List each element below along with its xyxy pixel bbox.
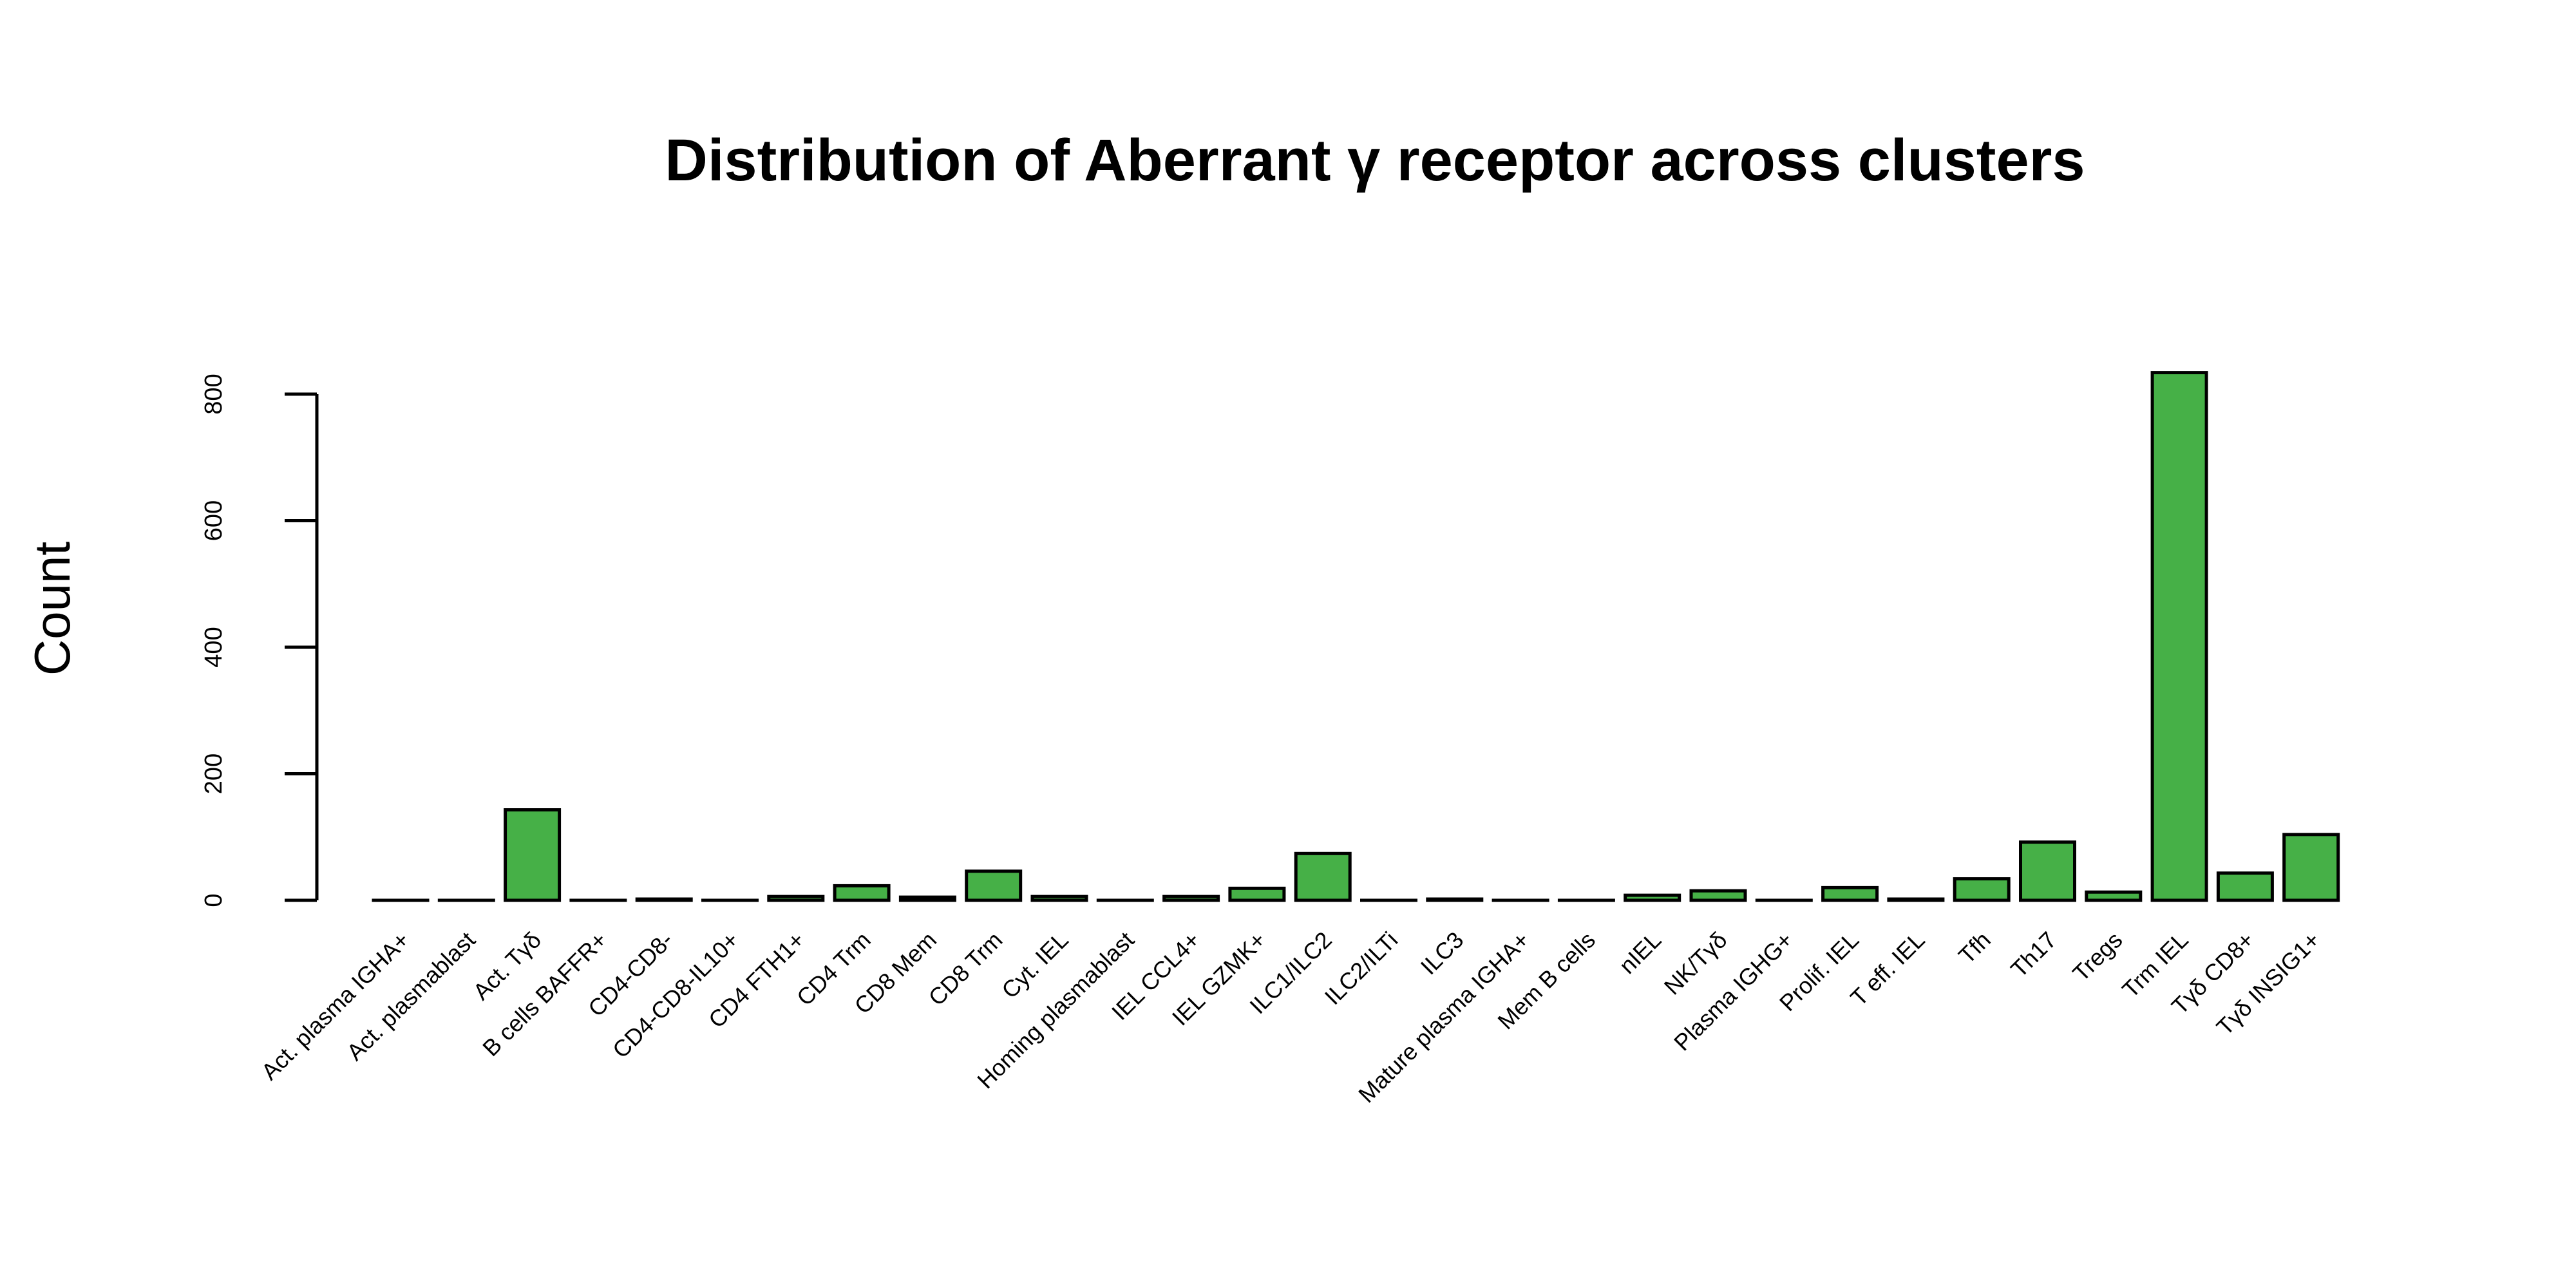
x-tick-label: CD8 Trm [923,927,1008,1011]
y-tick-label: 200 [200,753,227,794]
x-tick-label: Th17 [2005,927,2061,983]
y-axis: 0 200 400 600 800 [200,374,319,907]
bar [2282,833,2340,902]
bar [504,808,562,902]
bar [1294,851,1352,902]
y-tick-label: 600 [200,500,227,541]
bar [833,884,891,902]
bar [1821,886,1879,902]
bar [1228,886,1286,902]
bar [1030,895,1088,902]
bar [2150,371,2208,902]
bars [372,371,2340,902]
bar [635,897,693,902]
x-tick-label: nIEL [1614,927,1666,979]
bar [1953,877,2011,902]
y-tick-label: 400 [200,627,227,667]
bar [1162,895,1220,902]
bar [1624,893,1681,902]
y-tick-label: 800 [200,374,227,414]
y-axis-label: Count [24,542,80,676]
bar [965,869,1023,902]
bar [2216,871,2274,902]
x-tick-label: ILC2/ILTi [1320,927,1403,1010]
x-tick-label: ILC3 [1416,927,1469,980]
bar [1426,897,1484,902]
bar [898,895,956,902]
x-tick-label: Tregs [2067,927,2127,987]
bar [2019,840,2076,902]
bar [2085,890,2143,902]
bar [1887,897,1945,902]
chart-title: Distribution of Aberrant γ receptor acro… [665,128,2085,193]
x-tick-label: Plasma IGHG+ [1669,927,1798,1056]
bar [767,895,825,902]
bar [1689,889,1747,902]
y-tick-label: 0 [200,893,227,907]
x-tick-label: Tfh [1953,927,1996,969]
